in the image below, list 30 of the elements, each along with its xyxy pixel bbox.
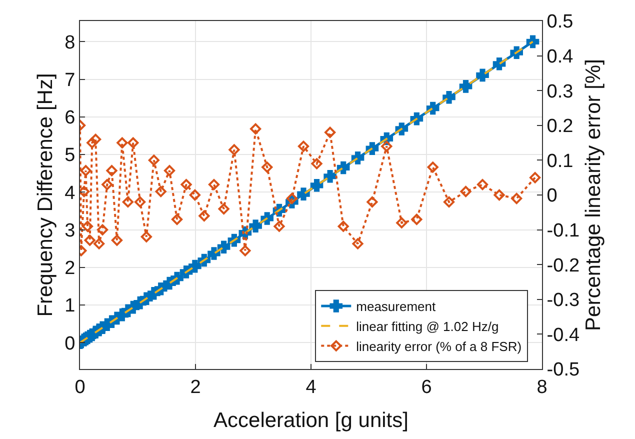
- y-tick-label: 8: [64, 32, 76, 54]
- y-tick-label: 0: [64, 333, 76, 354]
- y-tick-label: 3: [64, 220, 76, 242]
- y-tick-label: 5: [64, 145, 76, 166]
- y2-tick-label: 0.3: [546, 81, 574, 102]
- x-tick-label: 4: [306, 376, 317, 398]
- legend-label: measurement: [356, 299, 436, 314]
- legend-label: linear fitting @ 1.02 Hz/g: [356, 318, 499, 334]
- y-tick-label: 6: [64, 108, 76, 129]
- x-tick-label: 6: [421, 376, 432, 398]
- y-tick-label: 4: [64, 182, 76, 204]
- y2-tick-label: -0.2: [546, 255, 580, 276]
- y-tick-label: 7: [64, 70, 76, 91]
- y-tick-label: 2: [64, 258, 76, 280]
- y2-tick-label: -0.1: [546, 220, 580, 242]
- y2-tick-label: -0.3: [546, 290, 580, 312]
- y2-tick-label: 0: [546, 186, 558, 207]
- legend-label: linearity error (% of a 8 FSR): [356, 338, 522, 354]
- y2-tick-label: 0.2: [546, 116, 574, 138]
- y2-tick-label: 0.5: [546, 12, 574, 33]
- y2-tick-label: -0.4: [546, 324, 580, 346]
- y2-axis-title: Percentage linearity error [%]: [582, 59, 606, 331]
- y2-tick-label: 0.1: [546, 150, 574, 172]
- y-axis-title: Frequency Difference [Hz]: [34, 73, 57, 317]
- x-axis-title: Acceleration [g units]: [214, 409, 408, 432]
- x-tick-label: 8: [536, 376, 548, 398]
- x-tick-label: 2: [190, 376, 201, 398]
- y2-tick-label: -0.5: [546, 360, 580, 381]
- y2-tick-label: 0.4: [546, 46, 574, 68]
- y-tick-label: 1: [64, 296, 76, 317]
